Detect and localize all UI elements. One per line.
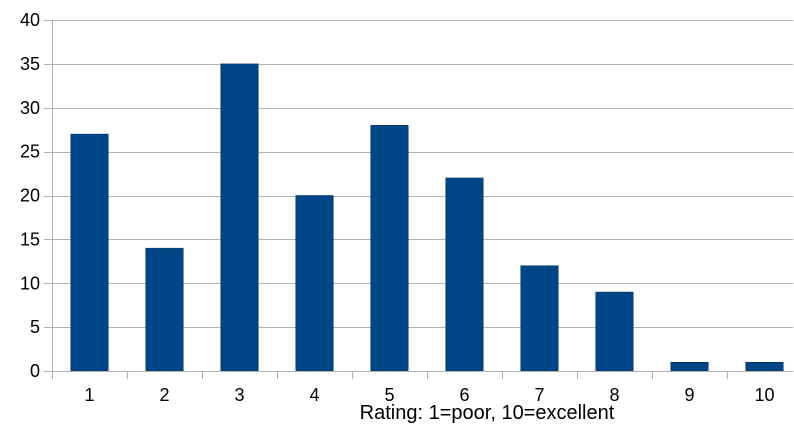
y-tick-label: 10 bbox=[20, 273, 40, 293]
y-tick-label: 25 bbox=[20, 142, 40, 162]
x-tick-label: 10 bbox=[754, 385, 774, 405]
bar-6 bbox=[445, 177, 484, 372]
bar-3 bbox=[220, 63, 259, 372]
x-axis-title: Rating: 1=poor, 10=excellent bbox=[360, 402, 615, 424]
axes bbox=[44, 20, 794, 379]
bar-4 bbox=[295, 195, 334, 372]
bar-9 bbox=[670, 361, 709, 372]
bar-5 bbox=[370, 125, 409, 372]
y-tick-label: 40 bbox=[20, 10, 40, 30]
x-tick-label: 4 bbox=[309, 385, 319, 405]
bar-8 bbox=[595, 291, 634, 372]
bar-1 bbox=[70, 133, 109, 372]
bars bbox=[70, 63, 784, 372]
bar-10 bbox=[745, 361, 784, 372]
y-tick-label: 15 bbox=[20, 229, 40, 249]
y-tick-label: 0 bbox=[30, 361, 40, 381]
x-tick-label: 5 bbox=[384, 385, 394, 405]
x-tick-label: 3 bbox=[234, 385, 244, 405]
y-tick-label: 20 bbox=[20, 186, 40, 206]
y-tick-label: 30 bbox=[20, 98, 40, 118]
x-tick-label: 7 bbox=[534, 385, 544, 405]
y-tick-labels: 0 5 10 15 20 25 30 35 40 bbox=[20, 10, 40, 381]
bar-2 bbox=[145, 247, 184, 372]
y-tick-label: 5 bbox=[30, 317, 40, 337]
x-tick-label: 8 bbox=[609, 385, 619, 405]
x-tick-label: 9 bbox=[684, 385, 694, 405]
y-tick-label: 35 bbox=[20, 54, 40, 74]
bar-7 bbox=[520, 265, 559, 372]
x-tick-labels: 1 2 3 4 5 6 7 8 9 10 bbox=[84, 385, 774, 405]
x-tick-label: 1 bbox=[84, 385, 94, 405]
x-tick-label: 2 bbox=[159, 385, 169, 405]
x-tick-label: 6 bbox=[459, 385, 469, 405]
